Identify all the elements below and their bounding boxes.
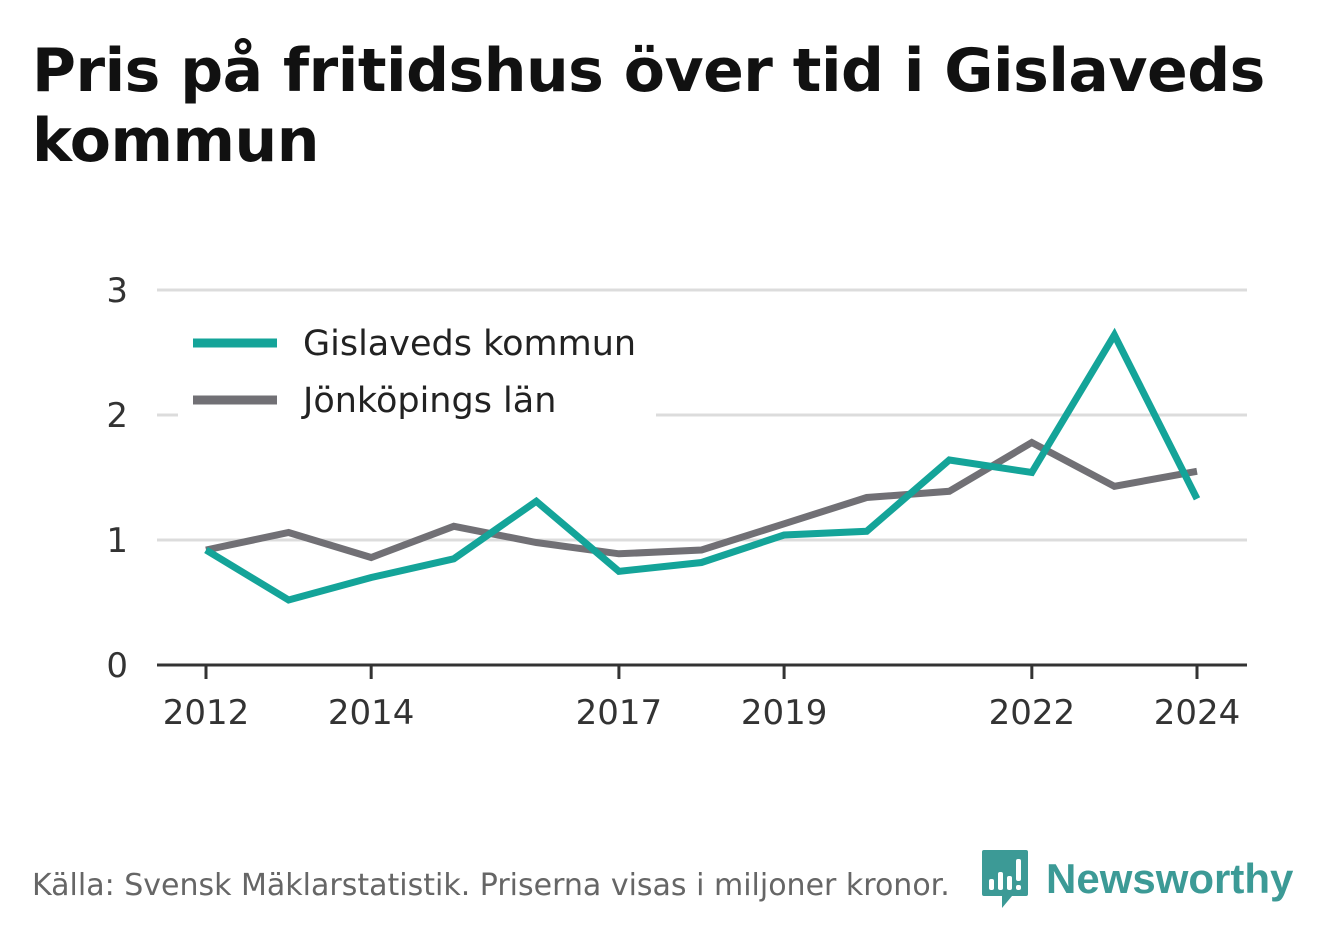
- y-tick-label: 1: [106, 521, 128, 561]
- legend-label: Gislaveds kommun: [303, 324, 636, 364]
- legend-background: [178, 318, 656, 428]
- line-chart: 0 1 2 3 2012 2014 2017 2019 2022 2024 Gislaveds …: [106, 271, 1247, 733]
- x-tick-label: 2012: [163, 693, 250, 733]
- series-line-gislaveds-kommun: [204, 327, 1201, 604]
- source-note: Källa: Svensk Mäklarstatistik. Priserna …: [32, 868, 950, 903]
- x-tick-label: 2014: [328, 693, 415, 733]
- bar-chart-speech-bubble-icon: [982, 850, 1028, 908]
- legend-box: [178, 318, 656, 428]
- y-tick-label: 3: [106, 271, 128, 311]
- chart-title: Pris på fritidshus över tid i Gislaveds …: [32, 36, 1265, 176]
- x-tick-label: 2019: [741, 693, 828, 733]
- series-line-jonkopings-lan: [205, 438, 1198, 562]
- brand-name: Newsworthy: [1046, 855, 1294, 902]
- y-tick-label: 2: [106, 396, 128, 436]
- brand-logo: Newsworthy: [980, 848, 1293, 910]
- series-lines: [204, 327, 1201, 604]
- x-axis-ticks: 2012 2014 2017 2019 2022 2024: [163, 665, 1241, 733]
- x-tick-label: 2022: [989, 693, 1076, 733]
- legend: Gislaveds kommun Jönköpings län: [193, 324, 636, 421]
- y-tick-label: 0: [106, 646, 128, 686]
- x-tick-label: 2024: [1154, 693, 1241, 733]
- x-tick-label: 2017: [576, 693, 663, 733]
- y-axis-ticks: 0 1 2 3: [106, 271, 128, 686]
- legend-label: Jönköpings län: [301, 381, 556, 421]
